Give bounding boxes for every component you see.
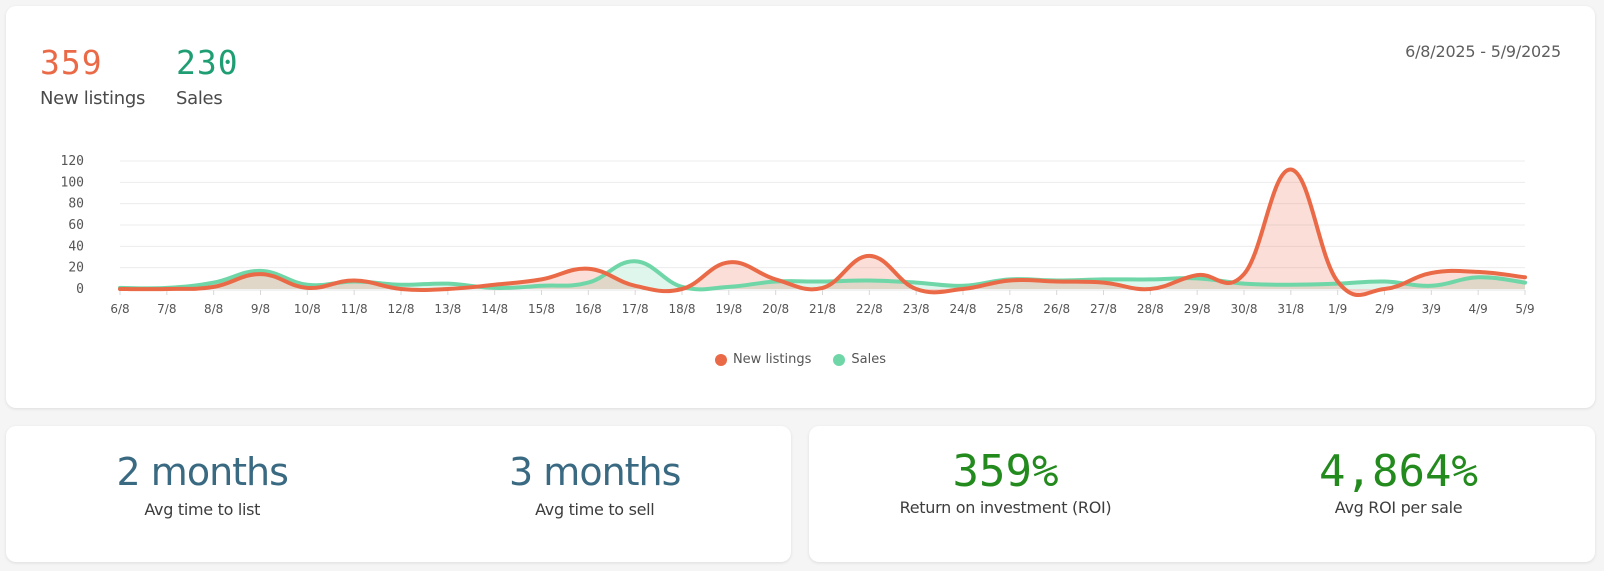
y-tick-label: 100 — [61, 175, 84, 190]
stat-value: 4,864% — [1319, 446, 1478, 497]
kpi-new-listings-label: New listings — [40, 88, 146, 109]
legend-item-sales[interactable]: Sales — [833, 352, 886, 367]
x-tick-label: 30/8 — [1231, 302, 1258, 316]
x-tick-label: 2/9 — [1375, 302, 1394, 316]
x-tick-label: 24/8 — [950, 302, 977, 316]
x-tick-label: 8/8 — [204, 302, 223, 316]
listings-sales-chart-card: 359 New listings 230 Sales 6/8/2025 - 5/… — [6, 6, 1595, 408]
kpi-sales-value: 230 — [176, 43, 239, 82]
stat-avg-roi-per-sale: 4,864% Avg ROI per sale — [1202, 446, 1595, 518]
x-tick-label: 18/8 — [669, 302, 696, 316]
x-tick-label: 16/8 — [575, 302, 602, 316]
x-tick-label: 7/8 — [157, 302, 176, 316]
x-tick-label: 21/8 — [809, 302, 836, 316]
y-tick-label: 0 — [76, 282, 84, 297]
stat-value: 3 months — [509, 450, 681, 494]
y-tick-label: 80 — [68, 197, 84, 212]
legend-label: New listings — [732, 352, 812, 367]
x-tick-label: 1/9 — [1328, 302, 1347, 316]
x-tick-label: 12/8 — [388, 302, 415, 316]
kpi-new-listings: 359 New listings — [40, 43, 146, 110]
y-tick-label: 60 — [68, 218, 84, 233]
roi-stats-card: 359% Return on investment (ROI) 4,864% A… — [809, 426, 1595, 562]
series-line-new-listings[interactable] — [118, 167, 1527, 298]
x-tick-label: 11/8 — [341, 302, 368, 316]
time-stats-card: 2 months Avg time to list 3 months Avg t… — [6, 426, 791, 562]
stat-value: 2 months — [116, 450, 289, 494]
x-tick-label: 5/9 — [1515, 302, 1534, 316]
legend-label: Sales — [851, 352, 887, 367]
x-tick-label: 13/8 — [434, 302, 461, 316]
chart-series — [118, 167, 1527, 298]
kpi-sales-label: Sales — [176, 88, 223, 109]
x-tick-label: 4/9 — [1469, 302, 1488, 316]
x-tick-label: 15/8 — [528, 302, 555, 316]
x-tick-label: 25/8 — [996, 302, 1023, 316]
kpi-sales: 230 Sales — [176, 43, 239, 110]
x-tick-label: 27/8 — [1090, 302, 1117, 316]
stat-roi: 359% Return on investment (ROI) — [809, 446, 1202, 518]
stat-avg-time-to-sell: 3 months Avg time to sell — [399, 448, 792, 519]
x-tick-label: 23/8 — [903, 302, 930, 316]
x-tick-label: 31/8 — [1277, 302, 1304, 316]
y-tick-label: 20 — [68, 261, 84, 276]
x-tick-label: 14/8 — [481, 302, 508, 316]
stat-label: Return on investment (ROI) — [899, 498, 1112, 517]
x-tick-label: 6/8 — [110, 302, 129, 316]
kpi-new-listings-value: 359 — [40, 43, 103, 82]
x-tick-label: 17/8 — [622, 302, 649, 316]
y-tick-label: 120 — [61, 154, 84, 169]
x-tick-label: 28/8 — [1137, 302, 1164, 316]
x-tick-label: 22/8 — [856, 302, 883, 316]
stat-avg-time-to-list: 2 months Avg time to list — [6, 448, 399, 519]
legend-dot-icon — [833, 353, 846, 366]
x-tick-label: 26/8 — [1043, 302, 1070, 316]
legend-dot-icon — [714, 353, 727, 366]
x-tick-label: 9/8 — [251, 302, 270, 316]
stat-label: Avg time to sell — [535, 500, 655, 519]
y-axis: 0 20 40 60 80 100 120 — [61, 154, 84, 297]
line-chart[interactable]: 0 20 40 60 80 100 120 6/8 7/8 8/8 9/8 10/8 11/8 12/8… — [6, 6, 1595, 346]
x-tick-label: 20/8 — [762, 302, 789, 316]
stat-label: Avg time to list — [144, 500, 261, 519]
y-tick-label: 40 — [68, 239, 84, 254]
x-tick-label: 29/8 — [1184, 302, 1211, 316]
legend-item-new-listings[interactable]: New listings — [714, 352, 812, 367]
x-tick-label: 10/8 — [294, 302, 321, 316]
x-tick-label: 19/8 — [715, 302, 742, 316]
stat-value: 359% — [952, 446, 1059, 497]
chart-legend: New listings Sales — [6, 352, 1595, 367]
date-range[interactable]: 6/8/2025 - 5/9/2025 — [1405, 42, 1561, 61]
x-axis: 6/8 7/8 8/8 9/8 10/8 11/8 12/8 13/8 14/8 15/8 16/8… — [110, 290, 1535, 316]
x-tick-label: 3/9 — [1422, 302, 1441, 316]
stat-label: Avg ROI per sale — [1334, 498, 1463, 517]
